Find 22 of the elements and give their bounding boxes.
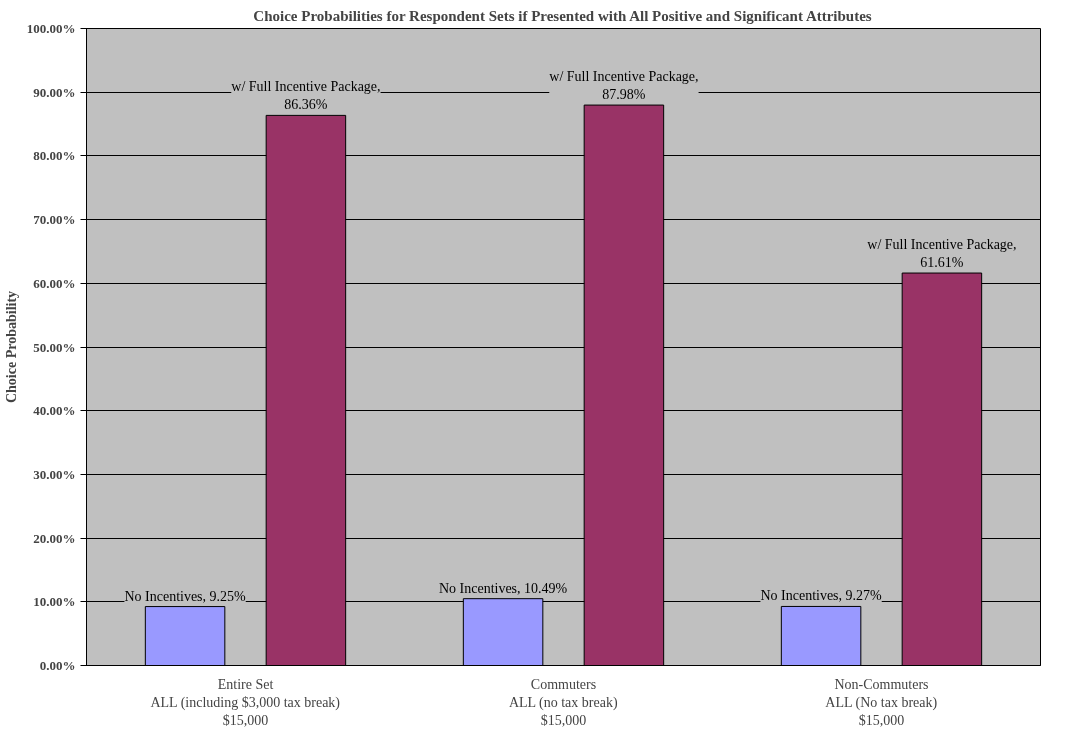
y-tick-label: 50.00% — [33, 339, 76, 355]
y-tick-label: 70.00% — [33, 212, 76, 228]
data-label: w/ Full Incentive Package, 61.61% — [867, 237, 1017, 271]
y-tick-label: 80.00% — [33, 148, 76, 164]
chart-title: Choice Probabilities for Respondent Sets if Presented with All Positive and Significant Attributes — [253, 7, 872, 24]
y-tick-label: 20.00% — [33, 530, 76, 546]
data-label: No Incentives, 9.27% — [760, 588, 883, 604]
y-tick-label: 100.00% — [26, 21, 76, 36]
x-tick-label: Non-Commuters ALL (No tax break) $15,000 — [825, 676, 938, 728]
data-label: No Incentives, 9.25% — [124, 588, 247, 604]
y-tick-label: 60.00% — [33, 275, 76, 291]
x-tick-label: Commuters ALL (no tax break) $15,000 — [508, 676, 618, 728]
y-tick-label: 0.00% — [39, 658, 76, 673]
y-tick-label: 40.00% — [33, 403, 76, 419]
x-tick-label: Entire Set ALL (including $3,000 tax break) $15,000 — [150, 676, 341, 728]
data-label: w/ Full Incentive Package, 87.98% — [549, 69, 699, 103]
data-label: No Incentives, 10.49% — [438, 580, 568, 596]
y-tick-label: 90.00% — [33, 84, 76, 100]
y-axis-title: Choice Probability — [3, 290, 19, 404]
y-tick-label: 10.00% — [33, 594, 76, 610]
data-label: w/ Full Incentive Package, 86.36% — [231, 79, 381, 113]
y-tick-label: 30.00% — [33, 466, 76, 482]
